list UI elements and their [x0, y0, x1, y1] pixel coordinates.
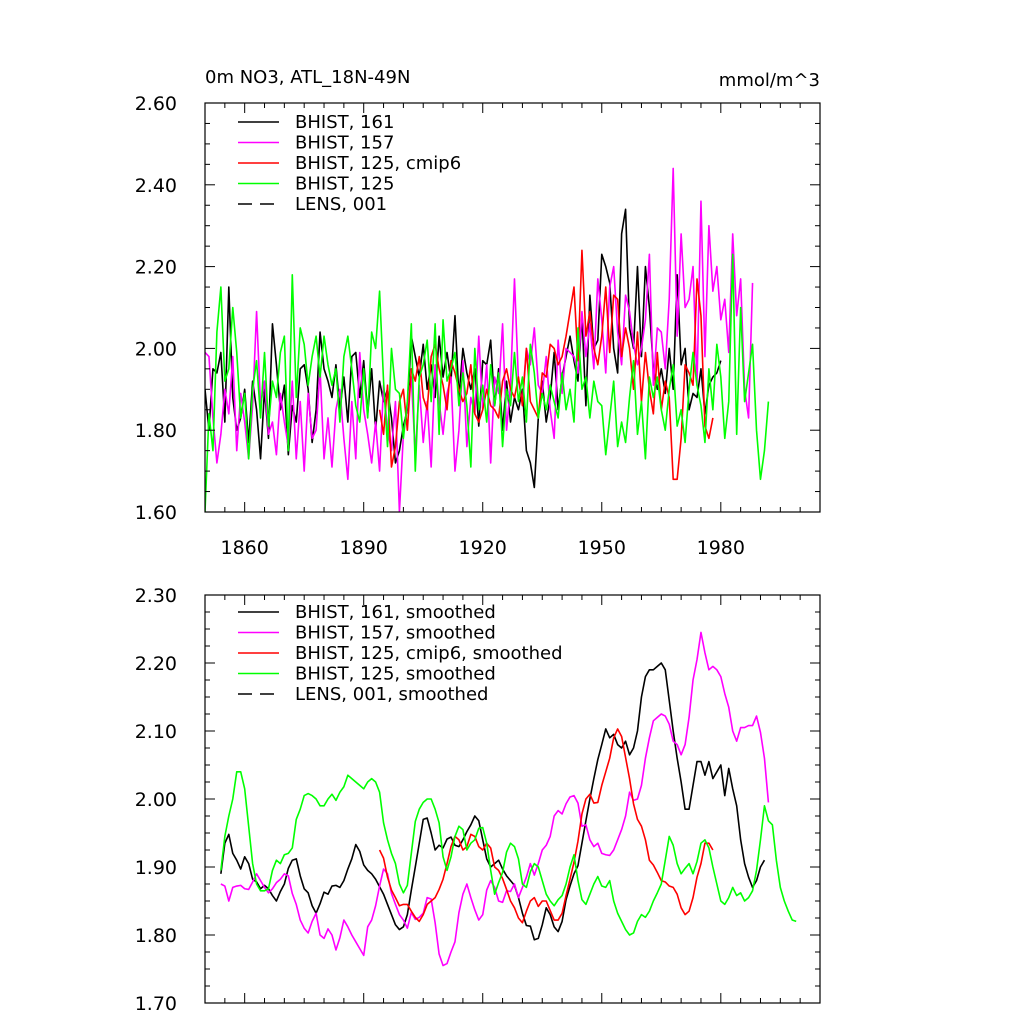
y-tick-label: 2.00 [135, 789, 177, 811]
series-line-3 [205, 253, 770, 512]
legend-label: LENS, 001, smoothed [295, 684, 488, 705]
x-tick-label: 1890 [340, 537, 388, 559]
series-group [220, 631, 797, 967]
y-axis: 1.60 1.80 2.00 2.20 2.40 2.60 [135, 93, 820, 524]
y-axis: 1.70 1.80 1.90 2.00 2.10 2.20 2.30 [135, 585, 820, 1015]
x-axis [204, 595, 821, 1003]
series-line-0 [220, 662, 766, 941]
legend-label: BHIST, 125, smoothed [295, 664, 496, 685]
series-line-3 [220, 771, 797, 936]
y-tick-label: 2.60 [135, 93, 177, 115]
legend-label: BHIST, 125, cmip6 [295, 153, 461, 174]
legend-label: BHIST, 157, smoothed [295, 623, 496, 644]
figure-title-group: 0m NO3, ATL_18N-49N mmol/m^3 [205, 67, 820, 91]
series-line-1 [220, 631, 770, 967]
legend-label: BHIST, 161 [295, 112, 394, 133]
legend-item: BHIST, 157, smoothed [238, 623, 496, 644]
figure-title: 0m NO3, ATL_18N-49N [205, 67, 410, 88]
x-tick-label: 1860 [221, 537, 269, 559]
series-line-0 [205, 208, 722, 489]
x-axis: 1860 1890 1920 1950 1980 [204, 103, 821, 559]
legend-label: BHIST, 125 [295, 174, 394, 195]
legend-label: BHIST, 157 [295, 133, 394, 154]
legend-item: BHIST, 161 [238, 112, 394, 133]
series-line-1 [205, 167, 754, 512]
y-tick-label: 2.00 [135, 338, 177, 360]
x-tick-label: 1980 [697, 537, 745, 559]
y-tick-label: 2.10 [135, 721, 177, 743]
y-tick-label: 2.40 [135, 175, 177, 197]
legend-item: LENS, 001, smoothed [238, 684, 488, 705]
legend-item: BHIST, 125, cmip6, smoothed [238, 643, 563, 664]
x-tick-label: 1950 [578, 537, 626, 559]
y-tick-label: 1.70 [135, 993, 177, 1015]
y-tick-label: 1.80 [135, 925, 177, 947]
x-tick-label: 1920 [459, 537, 507, 559]
y-tick-label: 1.60 [135, 502, 177, 524]
legend-item: BHIST, 125, smoothed [238, 664, 496, 685]
y-tick-label: 1.80 [135, 420, 177, 442]
y-tick-label: 2.20 [135, 257, 177, 279]
series-line-2 [378, 728, 714, 924]
smoothed-panel: 1.70 1.80 1.90 2.00 2.10 2.20 2.30 BHIST, 161, … [135, 585, 821, 1015]
legend-item: LENS, 001 [238, 194, 387, 215]
legend-label: BHIST, 125, cmip6, smoothed [295, 643, 563, 664]
annual-panel: 1860 1890 1920 1950 1980 1.60 1.80 2.00 2.20 2.40… [135, 93, 821, 559]
legend-item: BHIST, 125, cmip6 [238, 153, 461, 174]
y-tick-label: 2.30 [135, 585, 177, 607]
legend-item: BHIST, 125 [238, 174, 394, 195]
legend-item: BHIST, 161, smoothed [238, 602, 496, 623]
y-tick-label: 2.20 [135, 653, 177, 675]
series-group [205, 167, 770, 512]
y-tick-label: 1.90 [135, 857, 177, 879]
legend-label: LENS, 001 [295, 194, 387, 215]
figure-units: mmol/m^3 [719, 70, 820, 91]
legend-item: BHIST, 157 [238, 133, 394, 154]
legend-label: BHIST, 161, smoothed [295, 602, 496, 623]
